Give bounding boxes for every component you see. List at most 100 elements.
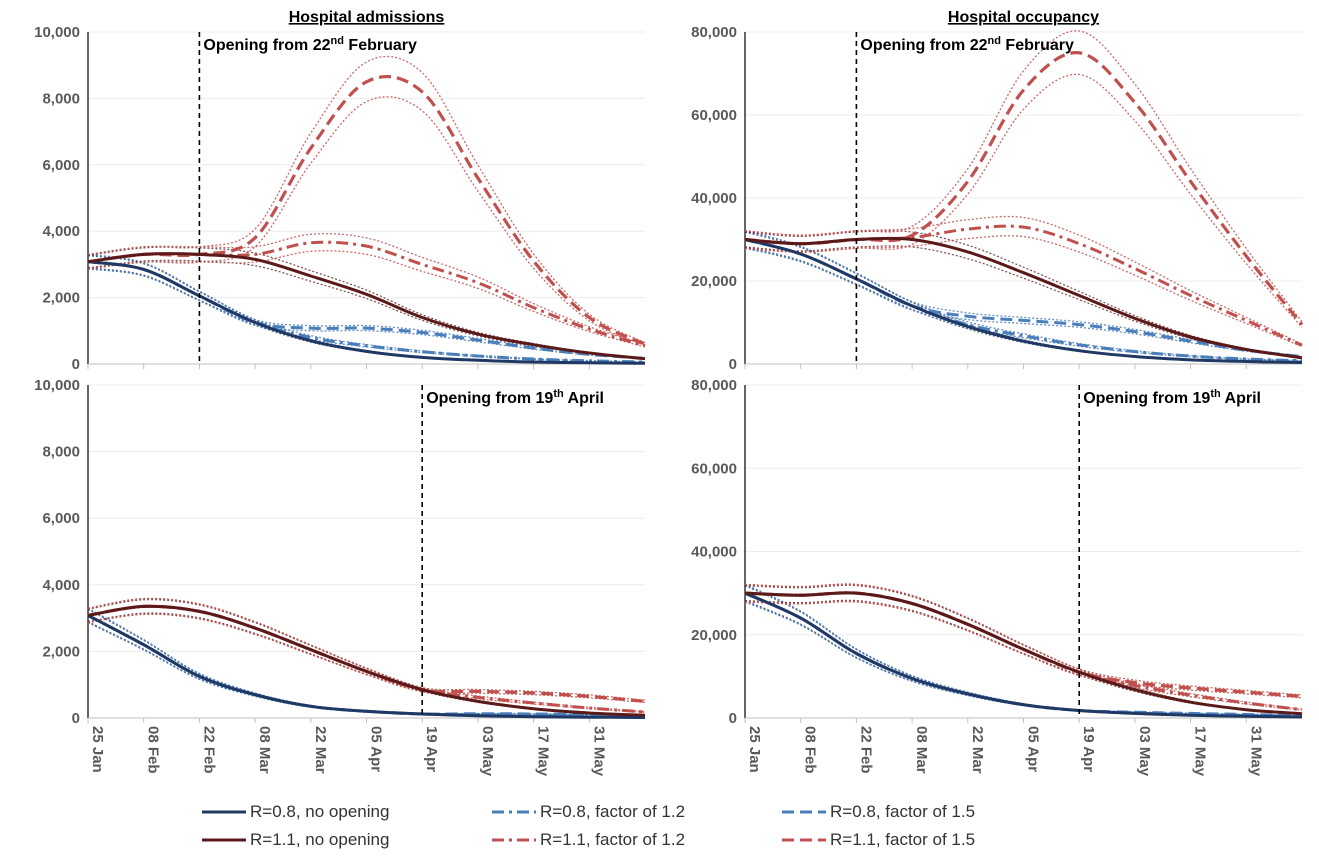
series-band xyxy=(87,268,646,360)
x-tick-label: 17 May xyxy=(1192,726,1209,777)
series-line xyxy=(87,260,646,364)
series-line xyxy=(87,614,646,719)
chart-panel-1: 0 2,000 4,000 6,000 8,000 10,000 Opening from … xyxy=(34,9,646,373)
y-tick-label: 10,000 xyxy=(34,24,80,41)
y-tick-label: 40,000 xyxy=(691,190,737,207)
series-line xyxy=(744,591,1303,719)
series-band xyxy=(744,246,1303,364)
series-band xyxy=(87,250,646,348)
legend-item-r08-no-opening: R=0.8, no opening xyxy=(200,800,389,824)
series-line xyxy=(744,238,1303,364)
x-tick-label: 22 Mar xyxy=(969,726,986,774)
series-line xyxy=(87,260,646,360)
legend-label: R=0.8, no opening xyxy=(250,802,390,821)
y-tick-label: 20,000 xyxy=(691,627,737,644)
x-tick-label: 08 Feb xyxy=(802,726,819,774)
series-line xyxy=(744,224,1303,347)
x-tick-label: 03 May xyxy=(1136,726,1153,777)
series-band xyxy=(744,73,1303,328)
series-band xyxy=(87,622,646,717)
series-line xyxy=(87,252,646,361)
chart-title: Hospital admissions xyxy=(289,9,445,26)
opening-annotation: Opening from 22nd February xyxy=(860,35,1074,54)
series-line xyxy=(744,591,1303,716)
chart-title: Hospital occupancy xyxy=(948,9,1099,26)
series-band xyxy=(87,613,646,714)
series-band xyxy=(744,247,1303,362)
series-band xyxy=(87,246,646,359)
series-line xyxy=(744,51,1304,326)
legend-item-r08-factor-1-2: R=0.8, factor of 1.2 xyxy=(490,800,685,824)
series-line xyxy=(87,240,646,348)
x-tick-label: 05 Apr xyxy=(1025,726,1042,772)
x-tick-label: 19 Apr xyxy=(1080,726,1097,772)
series-band xyxy=(744,599,1303,715)
x-tick-label: 25 Jan xyxy=(89,726,106,773)
series-band xyxy=(744,600,1303,718)
series-band xyxy=(744,600,1303,711)
series-band xyxy=(87,253,646,359)
series-line xyxy=(87,604,646,714)
series-line xyxy=(87,614,646,719)
chart-canvas: 0 2,000 4,000 6,000 8,000 10,000 Opening from … xyxy=(34,9,1304,777)
series-line xyxy=(744,236,1303,360)
y-tick-label: 0 xyxy=(72,356,80,373)
y-tick-label: 4,000 xyxy=(42,223,80,240)
y-tick-label: 20,000 xyxy=(691,273,737,290)
x-tick-label: 25 Jan xyxy=(746,726,763,773)
series-line xyxy=(744,238,1303,358)
y-tick-label: 10,000 xyxy=(34,377,80,394)
y-tick-label: 8,000 xyxy=(42,90,80,107)
legend-line-swatch xyxy=(202,810,246,814)
y-tick-label: 60,000 xyxy=(691,107,737,124)
chart-panel-3: 0 2,000 4,000 6,000 8,000 10,000 25 Jan 08 Feb 2… xyxy=(34,377,646,777)
opening-annotation: Opening from 22nd February xyxy=(203,35,417,54)
legend-line-swatch xyxy=(782,838,826,842)
series-line xyxy=(87,604,646,703)
y-tick-label: 2,000 xyxy=(42,290,80,307)
series-line xyxy=(87,604,646,717)
series-band xyxy=(744,585,1303,718)
legend-line-swatch xyxy=(492,838,536,842)
series-band xyxy=(744,30,1303,323)
y-tick-label: 40,000 xyxy=(691,544,737,561)
series-band xyxy=(87,621,646,719)
x-tick-label: 31 May xyxy=(590,726,607,777)
series-band xyxy=(87,608,646,719)
x-tick-label: 22 Mar xyxy=(312,726,329,774)
legend-label: R=1.1, factor of 1.5 xyxy=(830,830,976,849)
x-tick-label: 03 May xyxy=(479,726,496,777)
series-band xyxy=(87,233,646,346)
y-tick-label: 0 xyxy=(729,710,737,727)
series-band xyxy=(744,601,1303,718)
series-band xyxy=(87,55,646,344)
legend-label: R=0.8, factor of 1.2 xyxy=(540,802,686,821)
series-band xyxy=(744,235,1303,348)
series-line xyxy=(744,591,1303,712)
legend-label: R=1.1, no opening xyxy=(250,830,390,849)
series-line xyxy=(87,75,646,346)
series-band xyxy=(744,215,1303,345)
legend-item-r08-factor-1-5: R=0.8, factor of 1.5 xyxy=(780,800,975,824)
legend-line-swatch xyxy=(492,810,536,814)
x-tick-label: 05 Apr xyxy=(368,726,385,772)
y-tick-label: 0 xyxy=(729,356,737,373)
legend-label: R=0.8, factor of 1.5 xyxy=(830,802,976,821)
series-band xyxy=(744,230,1303,358)
x-tick-label: 17 May xyxy=(535,726,552,777)
legend-line-swatch xyxy=(202,838,246,842)
y-tick-label: 6,000 xyxy=(42,157,80,174)
y-tick-label: 8,000 xyxy=(42,444,80,461)
y-tick-label: 6,000 xyxy=(42,510,80,527)
series-band xyxy=(87,96,646,347)
x-tick-label: 08 Feb xyxy=(145,726,162,774)
legend-item-r11-factor-1-2: R=1.1, factor of 1.2 xyxy=(490,828,685,852)
y-tick-label: 60,000 xyxy=(691,460,737,477)
legend-item-r11-no-opening: R=1.1, no opening xyxy=(200,828,389,852)
series-band xyxy=(87,597,646,701)
y-tick-label: 80,000 xyxy=(691,24,737,41)
chart-panel-4: 0 20,000 40,000 60,000 80,000 25 Jan 08 Feb 22 … xyxy=(691,377,1303,777)
series-band xyxy=(744,583,1303,696)
x-tick-label: 22 Feb xyxy=(200,726,217,774)
